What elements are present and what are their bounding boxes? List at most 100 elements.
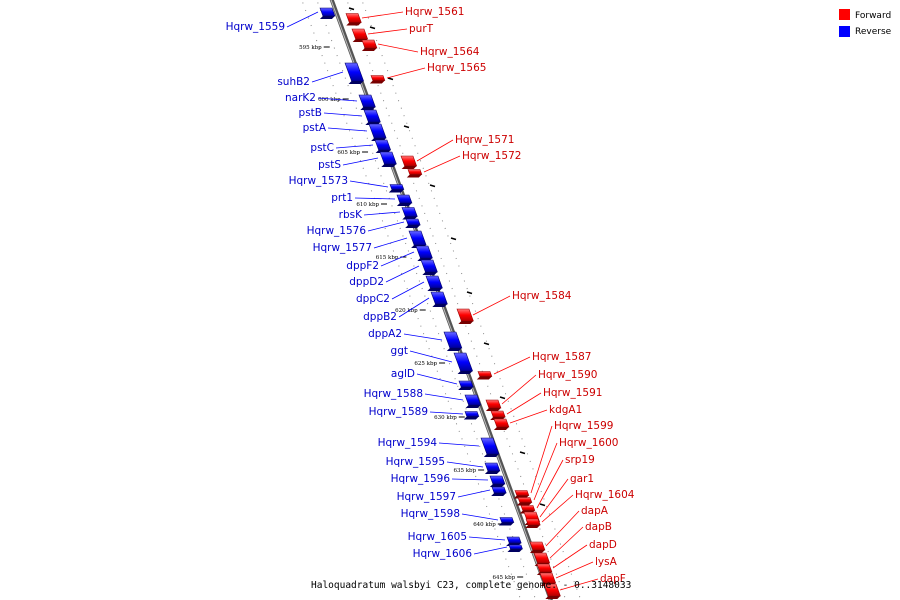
gene-body [520,505,536,511]
gene-body [499,517,515,523]
forward-gene-label: lysA [595,556,618,568]
reverse-gene-leader [451,478,489,481]
reverse-gene-feature [374,139,392,153]
reverse-gene-label: rbsK [339,209,363,221]
gene-body [358,94,376,108]
forward-gene-feature [361,39,378,51]
gene-body [408,230,427,246]
gene-body [344,62,364,82]
forward-gene-leader [539,478,569,518]
gene-shadow [465,405,481,408]
forward-gene-leader [545,510,580,547]
reverse-gene-label: dppC2 [356,293,390,305]
gene-shadow [507,549,523,552]
forward-gene-feature [456,308,474,324]
forward-gene-leader [541,494,574,523]
forward-gene-leader [501,374,537,405]
forward-gene-leader [533,442,558,501]
gene-shadow [493,427,509,430]
position-dash [429,184,436,188]
reverse-gene-feature [319,7,336,19]
reverse-gene-feature [491,486,507,496]
gene-shadow [463,416,479,420]
reverse-gene-feature [430,291,448,307]
reverse-gene-leader [380,251,415,267]
forward-gene-label: Hqrw_1564 [420,46,480,58]
gene-body [514,490,530,496]
reverse-gene-leader [311,71,344,83]
tick-label: 595 kbp [299,45,322,51]
reverse-gene-leader [438,442,480,447]
gene-body [525,518,541,526]
gene-shadow [483,454,499,457]
forward-gene-leader [386,67,426,79]
reverse-gene-leader [354,197,396,200]
gene-body [477,371,493,377]
forward-gene-feature [406,169,423,178]
forward-gene-label: gar1 [570,473,594,485]
gene-shadow [346,22,362,26]
reverse-gene-feature [415,245,433,261]
position-dash [519,451,526,455]
gene-body [453,352,473,372]
forward-gene-leader [506,392,542,415]
forward-gene-label: dapB [585,521,612,533]
reverse-gene-feature [396,194,413,206]
reverse-gene-label: ggt [391,345,408,357]
gene-body [368,123,387,139]
kbp-ticks: 595 kbp 600 kbp 605 kbp 610 kbp 615 kbp 620 k… [299,7,546,581]
forward-gene-feature [369,75,386,84]
gene-body [458,380,474,388]
forward-gene-feature [351,28,369,42]
forward-gene-feature [493,418,510,430]
reverse-gene-leader [473,546,508,555]
gene-shadow [319,16,335,19]
forward-gene-feature [525,518,541,528]
gene-shadow [485,408,501,411]
legend: Forward Reverse [839,9,892,37]
reverse-gene-leader [391,281,425,300]
tick-label: 620 kbp [395,308,418,314]
reverse-gene-leader [335,144,374,149]
gene-shadow [381,164,397,167]
reverse-gene-leader [349,180,389,188]
reverse-gene-feature [363,109,381,125]
gene-body [493,418,510,428]
gene-features [319,7,561,599]
legend-label-forward: Forward [855,11,891,21]
reverse-gene-label: Hqrw_1605 [408,531,467,543]
forward-gene-leader [472,295,511,316]
reverse-gene-label: pstA [303,122,327,134]
gene-shadow [529,550,545,553]
gene-body [370,75,386,81]
forward-gene-label: Hqrw_1604 [575,489,635,501]
reverse-gene-feature [498,517,515,526]
gene-body [490,410,506,418]
reverse-gene-feature [507,544,523,552]
reverse-gene-feature [401,207,418,220]
reverse-gene-label: dppD2 [349,276,384,288]
reverse-gene-feature [484,462,501,474]
forward-gene-feature [529,541,546,553]
reverse-gene-feature [405,218,421,228]
reverse-gene-feature [443,331,463,351]
gene-shadow [432,304,448,307]
forward-gene-label: Hqrw_1572 [462,150,521,162]
gene-body [529,541,546,551]
forward-gene-leader [559,578,599,591]
gene-body [415,245,433,259]
gene-shadow [458,387,474,390]
gene-body [400,155,418,167]
reverse-gene-label: Hqrw_1598 [401,508,460,520]
reverse-gene-leader [323,112,363,117]
forward-gene-label: Hqrw_1565 [427,62,486,74]
reverse-gene-label: Hqrw_1576 [307,225,367,237]
tick-label: 615 kbp [376,255,399,261]
gene-body [319,7,336,17]
reverse-gene-feature [453,352,473,374]
position-dash [369,26,376,30]
gene-shadow [401,166,417,169]
reverse-gene-label: Hqrw_1606 [413,548,473,560]
gene-body [396,194,413,204]
